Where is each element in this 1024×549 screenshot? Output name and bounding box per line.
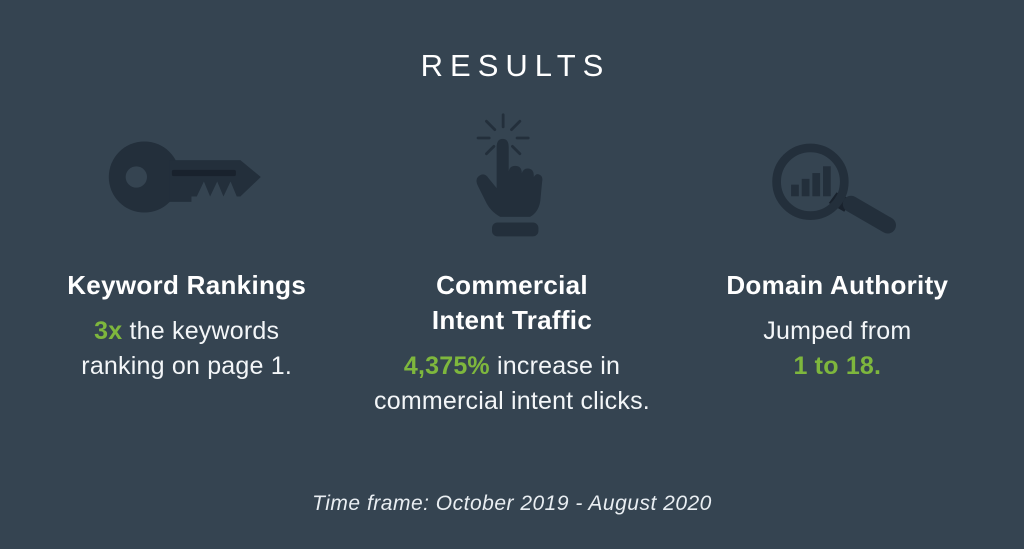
page-title: RESULTS [420, 48, 611, 83]
icon-box [24, 96, 349, 242]
icon-box [675, 96, 1000, 242]
stat-text-1: the keywords [122, 317, 280, 345]
stat-text-2: commercial intent clicks. [374, 387, 650, 415]
column-commercial-intent-traffic: Commercial Intent Traffic 4,375% increas… [349, 96, 674, 419]
magnifier-bar-chart-icon [772, 143, 896, 234]
icon-box [349, 96, 674, 242]
time-frame-note: Time frame: October 2019 - August 2020 [312, 492, 712, 515]
column-heading: Commercial Intent Traffic [349, 268, 674, 338]
column-domain-authority: Domain Authority Jumped from 1 to 18. [675, 96, 1024, 419]
tap-click-icon [476, 113, 543, 237]
column-stat-text: 4,375% increase in commercial intent cli… [349, 349, 674, 419]
heading-line: Domain Authority [726, 270, 949, 300]
column-heading: Keyword Rankings [24, 268, 349, 303]
stat-highlight: 1 to 18. [793, 352, 882, 380]
column-stat-text: Jumped from 1 to 18. [675, 314, 1000, 384]
key-icon [108, 141, 261, 213]
column-keyword-rankings: Keyword Rankings 3x the keywords ranking… [0, 96, 349, 419]
stat-text-1: Jumped from [763, 317, 912, 345]
stats-columns: Keyword Rankings 3x the keywords ranking… [0, 96, 1024, 419]
stat-text-1: increase in [489, 352, 621, 380]
column-heading: Domain Authority [675, 268, 1000, 303]
heading-line: Keyword Rankings [67, 270, 307, 300]
column-stat-text: 3x the keywords ranking on page 1. [24, 314, 349, 384]
stat-text-2: ranking on page 1. [81, 352, 293, 380]
heading-line: Commercial [436, 270, 588, 300]
stat-highlight: 4,375% [403, 352, 490, 380]
heading-line-2: Intent Traffic [431, 305, 593, 335]
stat-highlight: 3x [94, 317, 123, 345]
